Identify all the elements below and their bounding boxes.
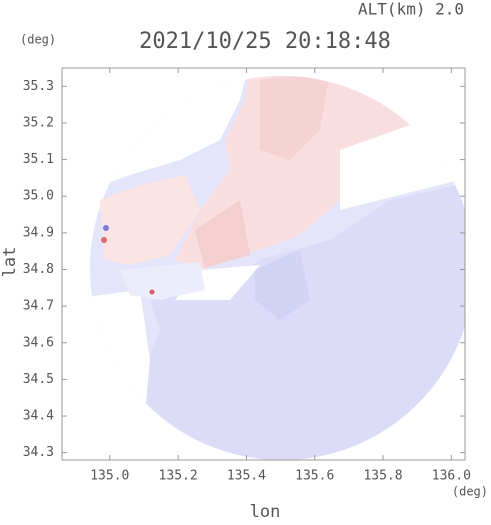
y-tick-label: 34.4 <box>23 409 54 424</box>
radar-field <box>90 76 465 460</box>
y-tick-label: 35.2 <box>23 115 54 130</box>
y-tick-label: 34.6 <box>23 335 54 350</box>
y-tick-label: 34.9 <box>23 225 54 240</box>
y-axis-label: lat <box>0 247 20 278</box>
y-unit: (deg) <box>20 33 56 47</box>
altitude-label: ALT(km) 2.0 <box>358 0 464 19</box>
chart-title: 2021/10/25 20:18:48 <box>139 29 391 54</box>
x-tick-label: 135.6 <box>295 469 334 484</box>
x-unit: (deg) <box>452 485 488 499</box>
y-tick-label: 35.3 <box>23 79 54 94</box>
x-axis-label: lon <box>250 502 281 521</box>
x-tick-label: 135.0 <box>90 469 129 484</box>
x-tick-label: 135.4 <box>227 469 266 484</box>
y-tick-label: 34.8 <box>23 262 54 277</box>
x-tick-label: 136.0 <box>432 469 471 484</box>
y-tick-label: 34.7 <box>23 299 54 314</box>
x-tick-label: 135.2 <box>159 469 198 484</box>
plot-frame <box>61 67 466 461</box>
y-tick-label: 35.0 <box>23 189 54 204</box>
y-tick-label: 34.5 <box>23 372 54 387</box>
x-tick-label: 135.8 <box>363 469 402 484</box>
y-tick-label: 35.1 <box>23 152 54 167</box>
y-tick-label: 34.3 <box>23 445 54 460</box>
